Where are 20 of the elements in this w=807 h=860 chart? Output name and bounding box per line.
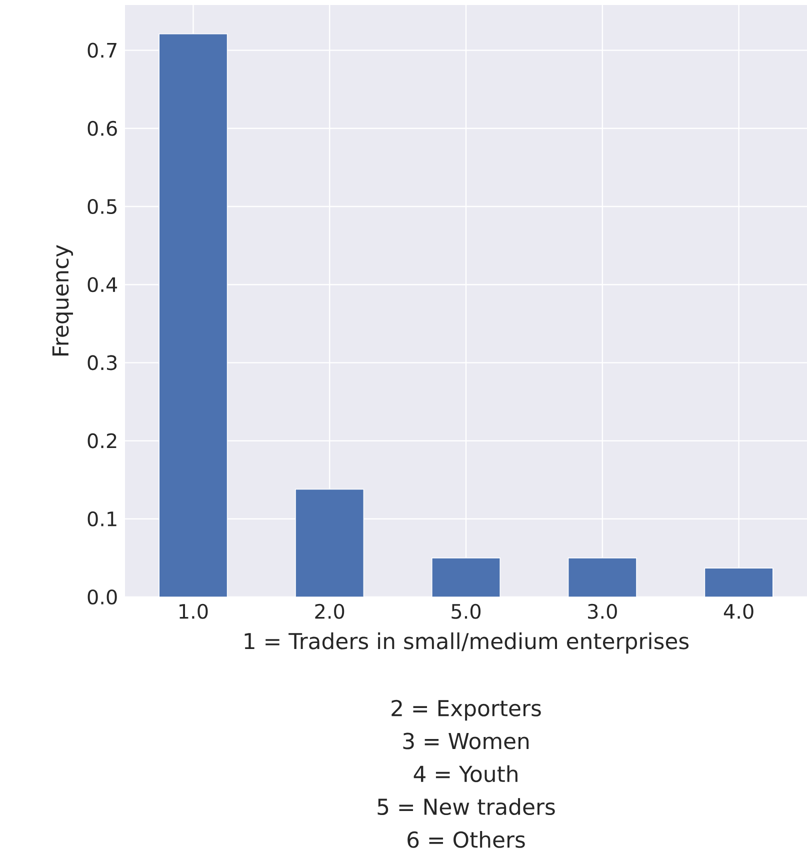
text: 2 = Exporters [392,700,541,721]
y-tick-label: 0.3 [88,355,117,370]
y-tick-label: 0.6 [88,120,117,136]
text: 3 = Women [403,732,529,750]
x-tick-label: 2.0 [315,604,344,619]
x-tick-label: 3.0 [588,604,617,619]
y-tick-label: 0.4 [88,277,118,292]
text: 4 = Youth [414,765,518,782]
y-tick-label: 0.1 [88,511,116,526]
y-axis-title: Frequency [52,245,73,356]
x-tick-label: 5.0 [452,604,481,619]
y-tick-label: 0.0 [88,589,117,605]
text: 5 = New traders [378,798,555,816]
y-tick-label: 0.5 [88,198,116,214]
text: 6 = Others [408,830,525,848]
x-tick-label: 4.0 [724,604,754,619]
y-tick-label: 0.2 [88,433,116,448]
y-tick-label: 0.7 [88,42,116,58]
x-tick-label: 1.0 [180,604,208,619]
x-axis-title: 1 = Traders in small/medium enterprises [244,632,689,654]
